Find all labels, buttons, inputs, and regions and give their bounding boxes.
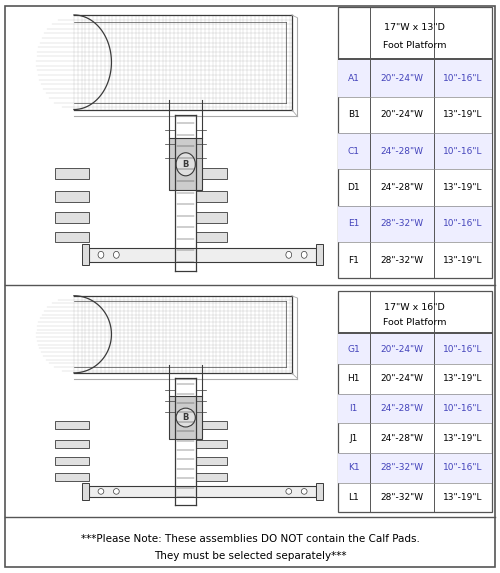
Text: B: B	[182, 413, 189, 422]
Bar	[170, 138, 202, 190]
Bar	[54, 421, 90, 429]
Bar	[54, 191, 90, 202]
Bar	[54, 168, 90, 179]
Circle shape	[114, 252, 119, 258]
Bar	[338, 453, 492, 482]
Bar	[82, 483, 90, 500]
Text: Foot Platform: Foot Platform	[383, 317, 446, 327]
Text: 10"-16"L: 10"-16"L	[443, 74, 482, 83]
Circle shape	[286, 489, 292, 494]
Bar	[338, 206, 492, 242]
Text: 10"-16"L: 10"-16"L	[443, 463, 482, 472]
Text: 10"-16"L: 10"-16"L	[443, 404, 482, 413]
Text: I1: I1	[350, 404, 358, 413]
Bar	[170, 397, 202, 439]
Bar	[90, 486, 316, 497]
Text: 28"-32"W: 28"-32"W	[380, 463, 424, 472]
Circle shape	[302, 252, 307, 258]
Bar	[338, 133, 492, 170]
Text: 24"-28"W: 24"-28"W	[380, 434, 424, 442]
Bar	[338, 60, 492, 97]
Text: 13"-19"L: 13"-19"L	[443, 256, 482, 265]
Text: 13"-19"L: 13"-19"L	[443, 111, 482, 119]
Bar	[54, 212, 90, 222]
Text: 20"-24"W: 20"-24"W	[380, 344, 424, 354]
Text: H1: H1	[348, 374, 360, 383]
Bar	[316, 245, 324, 265]
Text: B: B	[182, 160, 189, 169]
Text: B1: B1	[348, 111, 360, 119]
Bar	[196, 212, 227, 222]
Bar	[338, 334, 492, 364]
Text: F1: F1	[348, 256, 359, 265]
Bar	[196, 439, 227, 448]
Bar	[196, 421, 227, 429]
Text: L1: L1	[348, 493, 359, 502]
Text: K1: K1	[348, 463, 360, 472]
Text: J1: J1	[350, 434, 358, 442]
Text: ***Please Note: These assemblies DO NOT contain the Calf Pads.: ***Please Note: These assemblies DO NOT …	[80, 533, 419, 544]
Text: 13"-19"L: 13"-19"L	[443, 493, 482, 502]
Text: 13"-19"L: 13"-19"L	[443, 183, 482, 192]
Text: 24"-28"W: 24"-28"W	[380, 404, 424, 413]
Text: 13"-19"L: 13"-19"L	[443, 374, 482, 383]
Text: Foot Platform: Foot Platform	[383, 41, 446, 50]
Bar	[82, 245, 90, 265]
Text: 28"-32"W: 28"-32"W	[380, 493, 424, 502]
Text: 20"-24"W: 20"-24"W	[380, 74, 424, 83]
Bar	[90, 248, 316, 262]
Text: 10"-16"L: 10"-16"L	[443, 219, 482, 229]
Bar	[54, 231, 90, 242]
Text: 20"-24"W: 20"-24"W	[380, 111, 424, 119]
Text: C1: C1	[348, 147, 360, 156]
Text: 13"-19"L: 13"-19"L	[443, 434, 482, 442]
Circle shape	[176, 408, 196, 427]
Bar	[196, 231, 227, 242]
Text: 24"-28"W: 24"-28"W	[380, 183, 424, 192]
Bar	[338, 332, 492, 334]
Circle shape	[114, 489, 119, 494]
Circle shape	[302, 489, 307, 494]
Circle shape	[176, 153, 196, 176]
Bar	[196, 457, 227, 465]
Circle shape	[98, 252, 104, 258]
Text: 17"W x 16"D: 17"W x 16"D	[384, 303, 445, 312]
Bar	[54, 439, 90, 448]
Bar	[196, 168, 227, 179]
Circle shape	[98, 489, 104, 494]
Bar	[338, 58, 492, 60]
Text: 10"-16"L: 10"-16"L	[443, 344, 482, 354]
Bar	[54, 473, 90, 481]
Text: 28"-32"W: 28"-32"W	[380, 219, 424, 229]
Text: E1: E1	[348, 219, 360, 229]
Text: 10"-16"L: 10"-16"L	[443, 147, 482, 156]
Text: D1: D1	[348, 183, 360, 192]
Circle shape	[286, 252, 292, 258]
Bar	[196, 473, 227, 481]
Bar	[316, 483, 324, 500]
Text: 28"-32"W: 28"-32"W	[380, 256, 424, 265]
Text: G1: G1	[348, 344, 360, 354]
Bar	[338, 394, 492, 423]
Bar	[54, 457, 90, 465]
Text: They must be selected separately***: They must be selected separately***	[154, 551, 346, 561]
Text: 20"-24"W: 20"-24"W	[380, 374, 424, 383]
Text: A1: A1	[348, 74, 360, 83]
Text: 24"-28"W: 24"-28"W	[380, 147, 424, 156]
Text: 17"W x 13"D: 17"W x 13"D	[384, 23, 445, 32]
Bar	[196, 191, 227, 202]
